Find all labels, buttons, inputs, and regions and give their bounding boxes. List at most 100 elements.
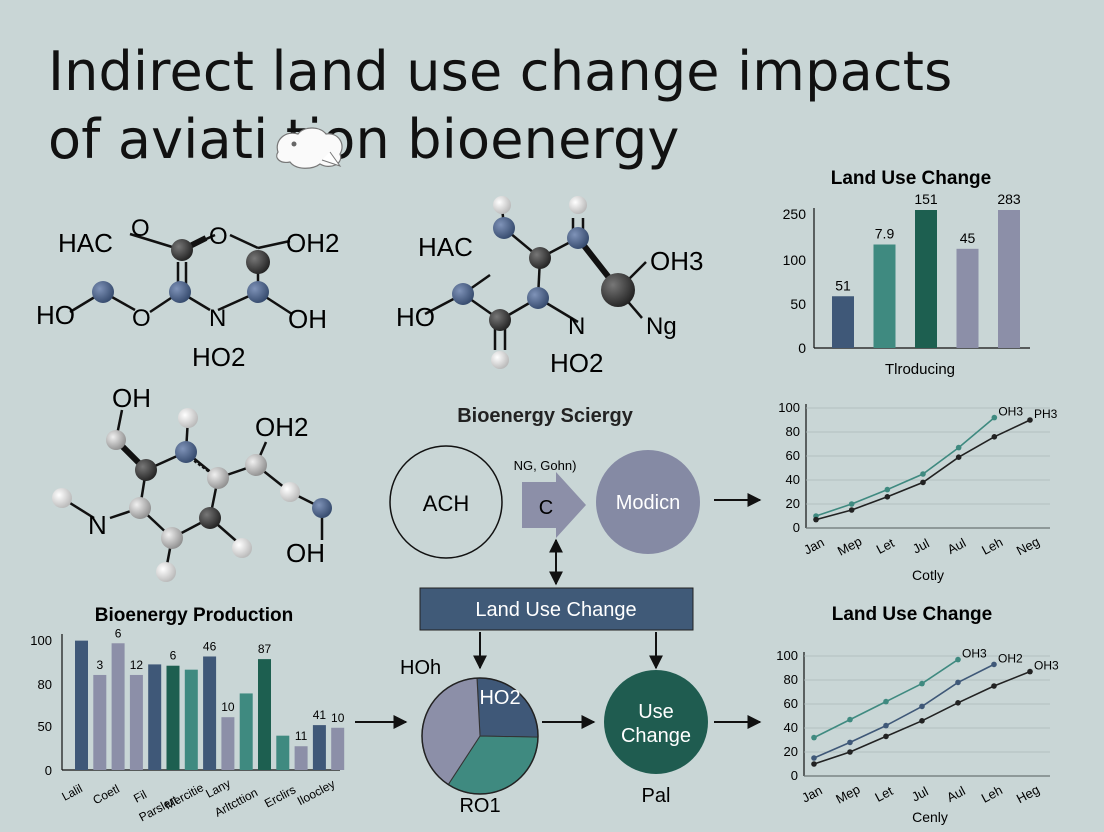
bar-data-label: 3 (96, 658, 103, 672)
data-point (1027, 668, 1033, 675)
m3-label-oh-bottom: OH (286, 538, 325, 568)
chart-land-use-bar: Land Use Change 250 100 50 0 51 7.9 151 45 283 Tlr… (783, 168, 1030, 378)
arrow-letter: C (539, 497, 553, 519)
data-point (811, 734, 817, 741)
y-tick-label: 100 (776, 648, 798, 663)
bar (111, 643, 125, 770)
data-point (883, 733, 889, 740)
bar (239, 693, 253, 770)
process-arrow-shape (522, 472, 586, 538)
m2-label-ho2: HO2 (550, 348, 603, 378)
y-tick-label: 100 (783, 252, 807, 268)
y-tick-label: 0 (45, 763, 52, 778)
data-point (883, 698, 889, 705)
use-change-circle (604, 670, 708, 774)
bar (148, 664, 162, 770)
x-tick-label: Lalil (59, 781, 84, 803)
data-point (920, 471, 926, 477)
bar-data-label: 6 (170, 649, 177, 663)
bar-data-label: 151 (914, 191, 938, 207)
data-point (847, 739, 853, 746)
molecule-3: OH OH2 N OH (52, 383, 332, 582)
series-label: OH3 (1034, 659, 1059, 673)
m3-label-oh2: OH2 (255, 412, 308, 442)
bar (294, 746, 308, 770)
m2-label-ho: HO (396, 302, 435, 332)
m1-label-oh2: OH2 (286, 228, 339, 258)
pal-label: Pal (642, 785, 671, 807)
data-point (919, 703, 925, 710)
sheep-blob-icon (276, 127, 343, 169)
m1-label-o-top-left: O (131, 215, 150, 242)
chart-land-use-line: Land Use Change 0 20 40 60 80 100 Jan Mep Let Jul A… (776, 604, 1059, 825)
y-tick-label: 250 (783, 206, 807, 222)
y-tick-label: 60 (786, 448, 800, 463)
data-point (991, 414, 998, 421)
pie-label-hoh: HOh (400, 657, 441, 679)
y-tick-label: 40 (784, 720, 798, 735)
ach-label: ACH (423, 491, 469, 516)
arrow-caption: NG, Gohn) (514, 458, 577, 473)
data-point (883, 722, 889, 729)
y-tick-label: 80 (38, 677, 52, 692)
bar (166, 665, 180, 770)
bar (276, 735, 290, 770)
y-tick-label: 80 (784, 672, 798, 687)
x-tick-label: Aul (944, 783, 968, 805)
y-tick-label: 40 (786, 472, 800, 487)
land-use-change-box-label: Land Use Change (475, 599, 636, 621)
x-tick-label: Mep (835, 533, 864, 558)
x-tick-label: Mep (833, 781, 862, 806)
m1-label-n: N (209, 305, 226, 332)
x-tick-label: Jul (910, 535, 932, 556)
series-line (815, 416, 995, 517)
bar-data-label: 46 (203, 639, 217, 653)
series-label: PH3 (1034, 407, 1058, 421)
molecule-2: HAC OH3 HO N Ng HO2 (396, 196, 703, 378)
data-point (991, 683, 997, 689)
x-tick-label: Mercitie (162, 780, 206, 812)
pie-chart (421, 677, 539, 795)
data-point (955, 444, 962, 451)
data-point (884, 494, 891, 500)
page-title-line-1: Indirect land use change impacts (48, 40, 953, 103)
bar-data-label: 45 (960, 230, 976, 246)
bar-data-label: 10 (331, 711, 345, 725)
bar (129, 674, 143, 770)
bar (75, 640, 88, 770)
bar-data-label: 7.9 (875, 226, 895, 242)
bar-data-label: 10 (221, 700, 235, 714)
chart-title: Land Use Change (831, 168, 991, 189)
pie-label-ro1: RO1 (459, 795, 500, 817)
bar (258, 659, 271, 770)
x-axis-label: Tlroducing (885, 361, 955, 378)
bar (93, 674, 107, 770)
y-tick-label: 20 (786, 496, 800, 511)
m1-label-o-top-right: O (209, 223, 228, 250)
bar-data-label: 12 (130, 658, 144, 672)
m3-label-oh-top: OH (112, 383, 151, 413)
data-point (920, 479, 926, 486)
x-tick-label: Iloocley (295, 777, 337, 808)
x-tick-label: Heg (1014, 782, 1042, 806)
data-point (848, 501, 855, 507)
bar (184, 669, 198, 770)
bar (956, 248, 979, 348)
ach-circle (389, 445, 503, 559)
x-tick-label: Let (872, 783, 895, 805)
data-point (811, 755, 817, 761)
bar-data-label: 11 (295, 729, 308, 743)
m1-label-ho: HO (36, 300, 75, 330)
y-tick-label: 20 (784, 744, 798, 759)
data-point (955, 454, 962, 461)
bar-data-label: 87 (258, 642, 272, 656)
data-point (991, 434, 998, 440)
y-tick-label: 0 (791, 768, 798, 783)
y-tick-label: 80 (786, 424, 800, 439)
x-tick-label: Erclirs (262, 782, 298, 810)
x-tick-label: Fil (131, 787, 149, 805)
pie-outline (421, 677, 539, 795)
m3-label-n: N (88, 510, 107, 540)
bar (221, 717, 235, 770)
x-tick-label: Aul (945, 535, 969, 557)
